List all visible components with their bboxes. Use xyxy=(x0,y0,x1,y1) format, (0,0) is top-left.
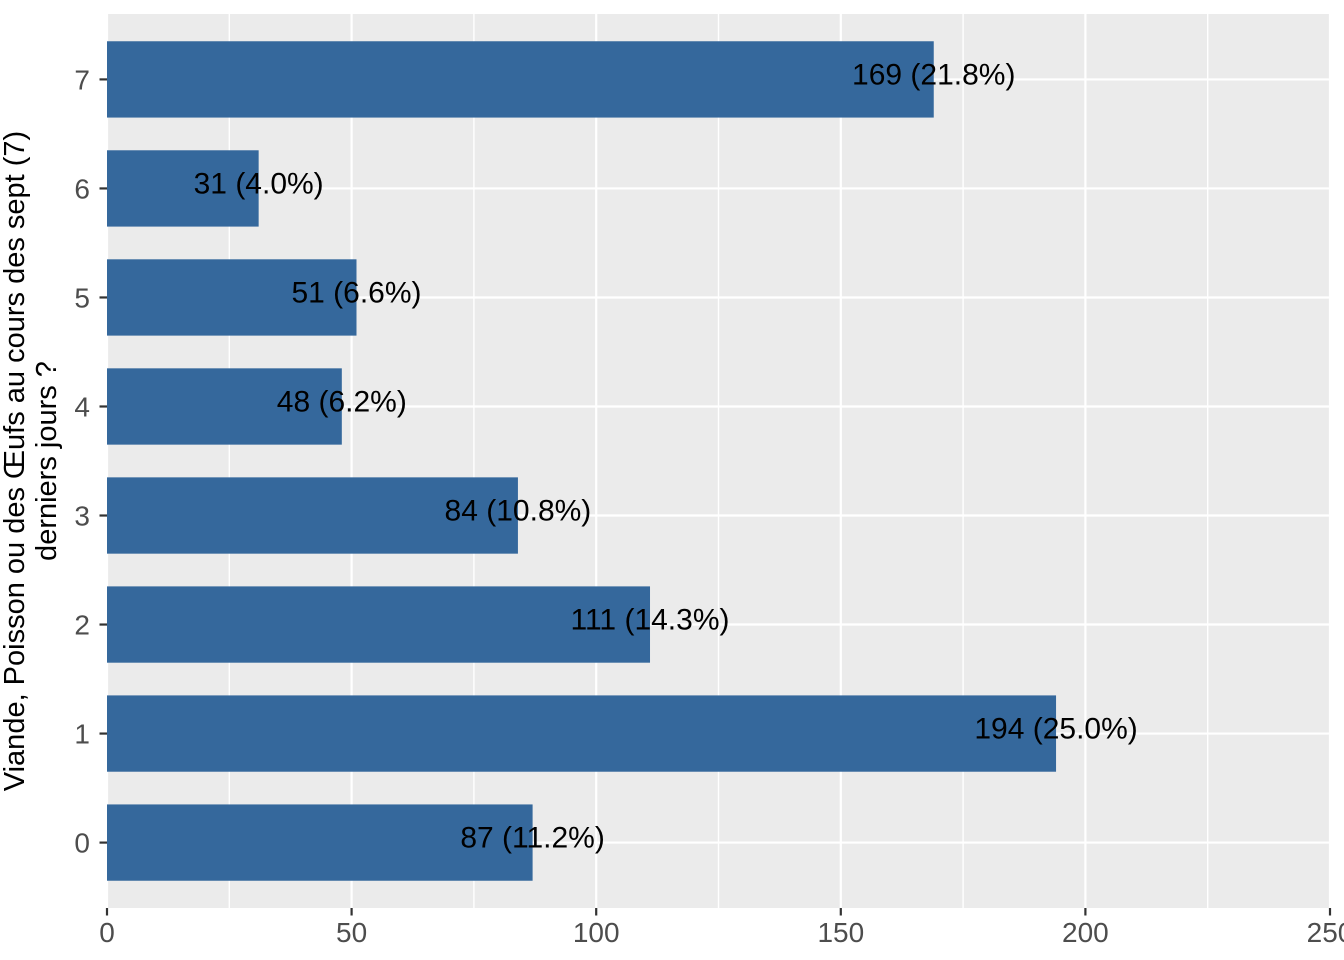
bar-value-label-2: 111 (14.3%) xyxy=(571,604,730,637)
bar-value-label-1: 194 (25.0%) xyxy=(974,713,1137,746)
bar-value-label-0: 87 (11.2%) xyxy=(460,822,605,855)
y-tick-label-4: 4 xyxy=(74,391,90,422)
bar-value-label-4: 48 (6.2%) xyxy=(277,385,407,418)
bar-category-0 xyxy=(107,804,533,881)
y-tick-label-2: 2 xyxy=(74,610,90,641)
bar-category-7 xyxy=(107,41,934,118)
x-tick-label-100: 100 xyxy=(573,917,620,948)
y-tick-label-6: 6 xyxy=(74,173,90,204)
y-axis-title-line-2: derniers jours ? xyxy=(31,361,63,561)
bar-value-label-6: 31 (4.0%) xyxy=(194,167,324,200)
x-tick-label-50: 50 xyxy=(336,917,367,948)
x-tick-label-200: 200 xyxy=(1062,917,1109,948)
y-tick-label-7: 7 xyxy=(74,64,90,95)
y-axis-title-line-1: Viande, Poisson ou des Œufs au cours des… xyxy=(0,131,31,791)
bar-value-label-7: 169 (21.8%) xyxy=(852,58,1015,91)
x-tick-label-0: 0 xyxy=(99,917,115,948)
bar-category-2 xyxy=(107,586,651,663)
bar-category-3 xyxy=(107,477,518,554)
bar-category-6 xyxy=(107,150,259,227)
bar-value-label-3: 84 (10.8%) xyxy=(445,495,592,528)
y-tick-label-5: 5 xyxy=(74,282,90,313)
bar-category-4 xyxy=(107,368,342,445)
y-tick-label-1: 1 xyxy=(74,719,90,750)
y-tick-label-3: 3 xyxy=(74,501,90,532)
bar-category-5 xyxy=(107,259,357,336)
y-tick-label-0: 0 xyxy=(74,828,90,859)
x-tick-label-250: 250 xyxy=(1307,917,1344,948)
bar-value-label-5: 51 (6.6%) xyxy=(291,276,421,309)
x-tick-label-150: 150 xyxy=(817,917,864,948)
bar-category-1 xyxy=(107,695,1057,772)
